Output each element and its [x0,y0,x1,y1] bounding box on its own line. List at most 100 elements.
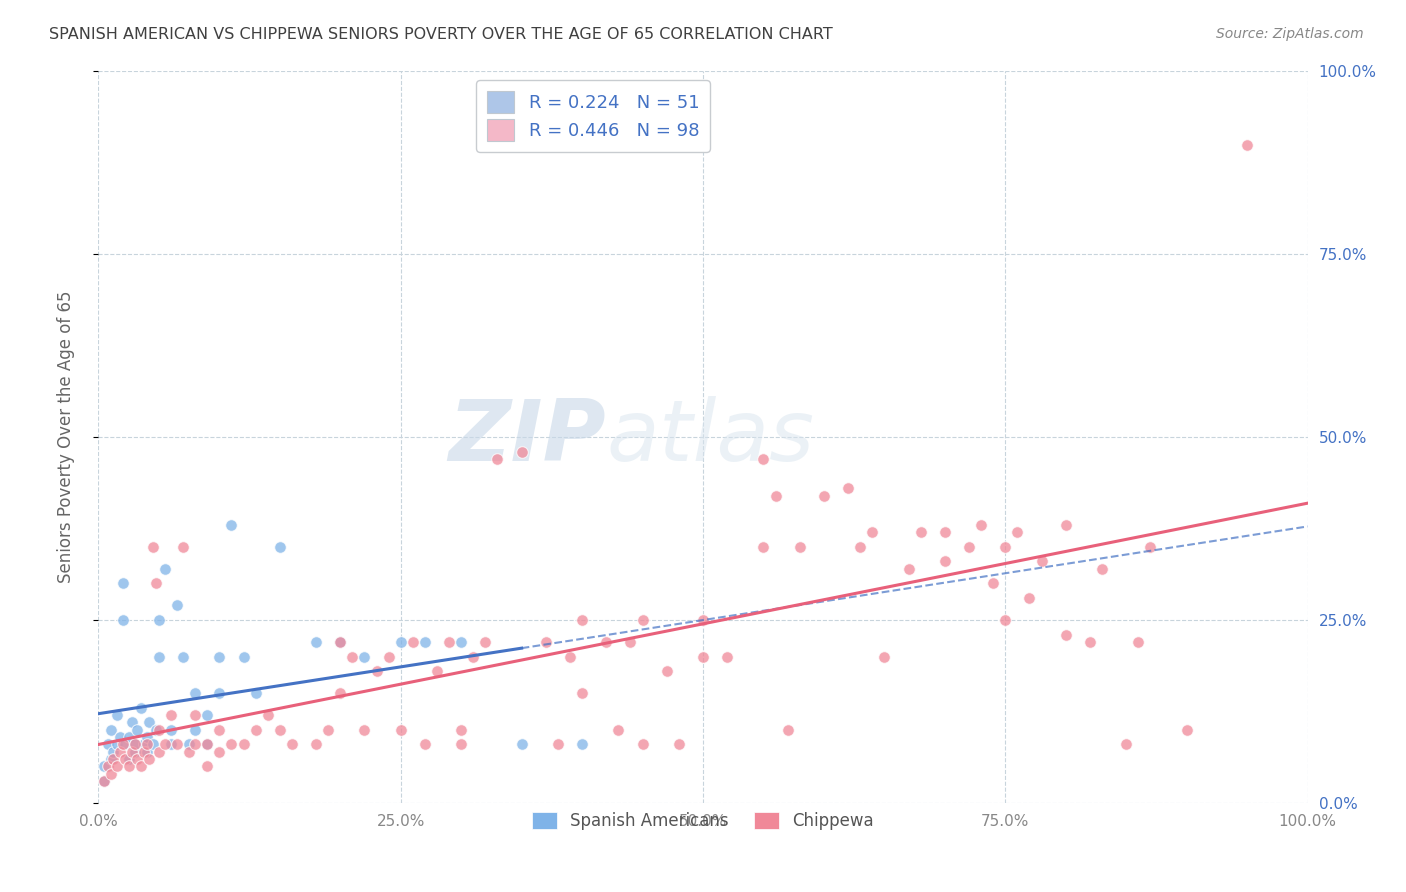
Point [994,540,1017,554]
Point [631,737,654,751]
Point [153,737,176,751]
Point [463,649,485,664]
Point [135,730,157,744]
Point [134,745,156,759]
Point [93,773,115,788]
Point [1128,635,1150,649]
Point [118,730,141,744]
Point [1078,635,1101,649]
Point [752,540,775,554]
Point [101,752,124,766]
Point [765,489,787,503]
Point [179,737,201,751]
Point [135,745,157,759]
Point [232,737,254,751]
Point [619,635,641,649]
Point [849,540,872,554]
Point [148,723,170,737]
Point [256,708,278,723]
Point [692,613,714,627]
Point [160,737,183,751]
Point [437,635,460,649]
Point [129,700,152,714]
Point [789,540,811,554]
Point [413,737,436,751]
Point [148,745,170,759]
Point [127,752,149,766]
Point [1054,627,1077,641]
Point [873,649,896,664]
Y-axis label: Seniors Poverty Over the Age of 65: Seniors Poverty Over the Age of 65 [56,291,75,583]
Point [716,649,738,664]
Point [221,517,243,532]
Point [402,635,425,649]
Point [1018,591,1040,605]
Point [108,730,131,744]
Point [897,562,920,576]
Point [160,723,183,737]
Point [813,489,835,503]
Point [1139,540,1161,554]
Point [105,759,128,773]
Point [172,649,194,664]
Point [305,737,328,751]
Point [245,723,267,737]
Point [166,737,188,751]
Point [547,737,569,751]
Point [595,635,617,649]
Point [232,649,254,664]
Point [134,737,156,751]
Point [776,723,799,737]
Point [668,737,690,751]
Point [105,737,128,751]
Point [208,686,231,700]
Point [305,635,328,649]
Point [148,649,170,664]
Point [105,708,128,723]
Point [486,452,509,467]
Point [934,554,956,568]
Point [994,613,1017,627]
Point [450,737,472,751]
Point [118,752,141,766]
Point [195,708,218,723]
Point [607,723,630,737]
Point [124,745,146,759]
Point [510,737,533,751]
Point [269,540,291,554]
Point [208,723,231,737]
Point [153,562,176,576]
Point [118,759,141,773]
Point [135,737,157,751]
Point [184,723,207,737]
Legend: Spanish Americans, Chippewa: Spanish Americans, Chippewa [523,804,883,838]
Point [108,745,131,759]
Point [100,766,122,780]
Point [329,635,352,649]
Point [316,723,339,737]
Point [97,737,120,751]
Point [426,664,449,678]
Point [208,745,231,759]
Point [184,737,207,751]
Point [510,444,533,458]
Point [353,649,375,664]
Point [121,715,143,730]
Point [377,649,399,664]
Point [342,649,364,664]
Point [129,759,152,773]
Point [114,737,136,751]
Point [366,664,388,678]
Point [145,723,167,737]
Point [179,745,201,759]
Point [692,649,714,664]
Point [93,759,115,773]
Point [450,635,472,649]
Point [1236,137,1258,152]
Point [957,540,980,554]
Point [100,752,122,766]
Point [413,635,436,649]
Point [329,635,352,649]
Point [571,686,593,700]
Point [281,737,304,751]
